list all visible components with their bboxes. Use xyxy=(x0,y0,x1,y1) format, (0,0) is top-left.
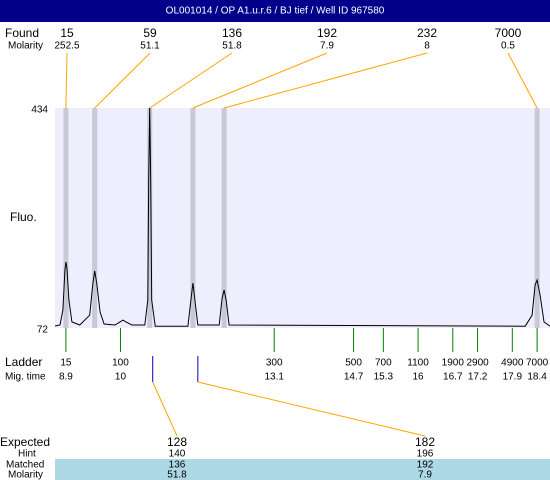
ladder-time: 13.1 xyxy=(264,372,284,383)
found-size: 59 xyxy=(143,26,157,40)
peak-band xyxy=(147,108,153,328)
found-connector xyxy=(149,52,233,109)
found-connector xyxy=(94,52,151,109)
ladder-size: 4900 xyxy=(501,358,524,369)
ladder-time: 8.9 xyxy=(59,372,73,383)
found-molarity: 51.8 xyxy=(222,41,242,52)
found-molarity: 51.1 xyxy=(140,41,160,52)
found-molarity: 0.5 xyxy=(501,41,515,52)
molarity-value: 7.9 xyxy=(418,470,432,480)
expected-connector xyxy=(152,381,178,437)
ladder-size: 1900 xyxy=(442,358,465,369)
ladder-time: 16.7 xyxy=(443,372,463,383)
ladder-time: 10 xyxy=(115,372,127,383)
ladder-size: 1100 xyxy=(407,358,429,369)
ladder-size: 15 xyxy=(60,358,72,369)
molarity-label: Molarity xyxy=(8,470,43,480)
found-label: Found xyxy=(5,26,39,40)
found-connector xyxy=(65,52,68,109)
found-size: 136 xyxy=(222,26,242,40)
matched-value: 192 xyxy=(417,460,434,471)
peak-band xyxy=(221,108,227,328)
y-label: Fluo. xyxy=(10,210,37,224)
ladder-size: 7000 xyxy=(526,358,549,369)
ladder-time: 18.4 xyxy=(527,372,547,383)
found-molarity: 252.5 xyxy=(54,41,79,52)
plot-area xyxy=(55,108,550,328)
found-molarity: 8 xyxy=(424,41,430,52)
ladder-size: 700 xyxy=(375,358,392,369)
ladder-size: 2900 xyxy=(466,358,489,369)
ladder-time: 17.9 xyxy=(503,372,523,383)
peak-band xyxy=(63,108,69,328)
peak-band xyxy=(190,108,196,328)
found-connector xyxy=(224,52,428,109)
time-label: Mig. time xyxy=(5,372,46,383)
expected-size: 182 xyxy=(415,435,435,449)
hint-value: 140 xyxy=(169,449,186,460)
peak-band xyxy=(534,108,540,328)
ladder-time: 17.2 xyxy=(468,372,488,383)
y-tick-label: 434 xyxy=(31,105,48,116)
title-bar xyxy=(0,0,550,22)
title: OL001014 / OP A1.u.r.6 / BJ tief / Well … xyxy=(166,6,385,17)
ladder-size: 500 xyxy=(345,358,362,369)
found-size: 192 xyxy=(317,26,337,40)
matched-band xyxy=(55,459,550,480)
ladder-size: 100 xyxy=(112,358,129,369)
ladder-time: 16 xyxy=(413,372,425,383)
ladder-size: 300 xyxy=(266,358,283,369)
matched-label: Matched xyxy=(6,460,44,471)
hint-label: Hint xyxy=(18,449,36,460)
ladder-label: Ladder xyxy=(5,355,42,369)
found-molarity: 7.9 xyxy=(320,41,334,52)
ladder-time: 14.7 xyxy=(344,372,364,383)
trace xyxy=(54,107,550,327)
found-molarity-label: Molarity xyxy=(8,41,43,52)
expected-label: Expected xyxy=(0,435,50,449)
found-connector xyxy=(507,52,538,109)
found-size: 7000 xyxy=(495,26,522,40)
molarity-value: 51.8 xyxy=(167,470,187,480)
y-tick-label: 72 xyxy=(37,325,49,336)
expected-size: 128 xyxy=(167,435,187,449)
found-connector xyxy=(192,52,328,109)
matched-value: 136 xyxy=(169,460,186,471)
ladder-time: 15.3 xyxy=(374,372,394,383)
peak-band xyxy=(92,108,98,328)
expected-connector xyxy=(197,381,426,437)
hint-value: 196 xyxy=(417,449,434,460)
found-size: 15 xyxy=(60,26,74,40)
found-size: 232 xyxy=(417,26,437,40)
